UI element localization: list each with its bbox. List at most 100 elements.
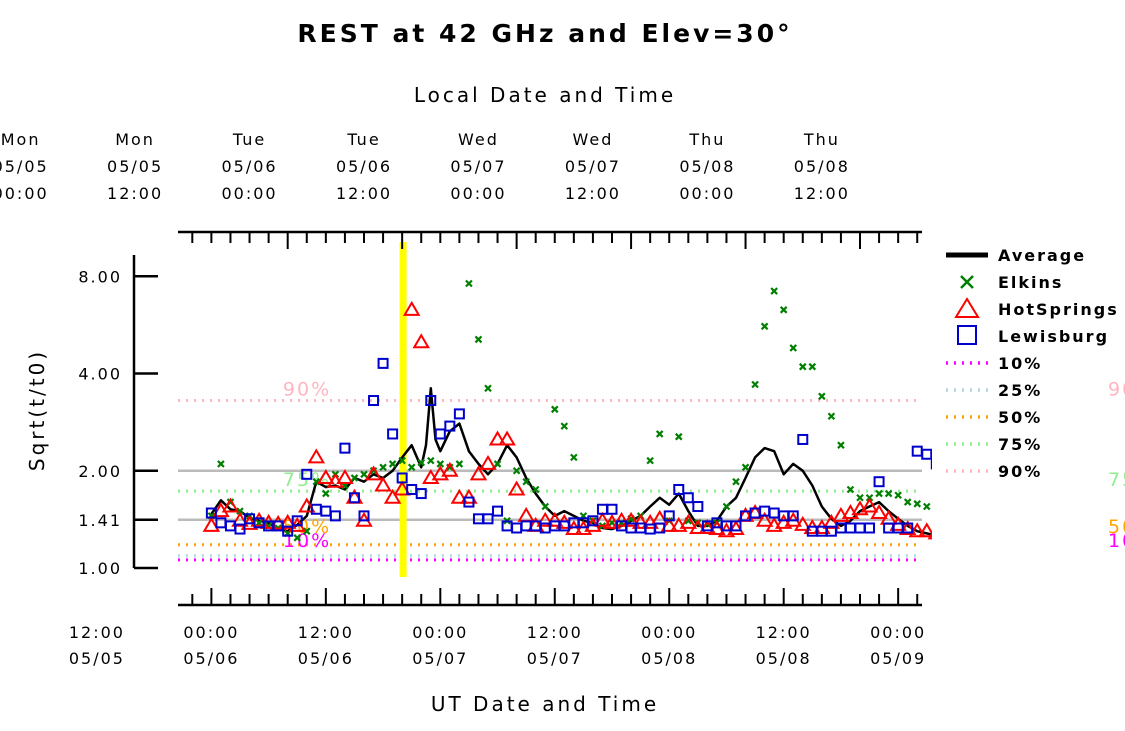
x-tick-date: 05/07 xyxy=(527,649,583,668)
lewisburg-point xyxy=(282,525,294,537)
elkins-point xyxy=(1115,254,1121,260)
elkins-point xyxy=(1029,508,1035,514)
data-series xyxy=(202,254,1125,542)
elkins-point xyxy=(465,279,473,288)
elkins-point xyxy=(789,344,798,352)
lewisburg-point xyxy=(682,492,694,504)
hotsprings-point xyxy=(498,430,516,446)
elkins-point xyxy=(512,466,521,475)
hotsprings-point xyxy=(412,333,430,349)
elkins-point xyxy=(560,422,569,430)
legend-item-percentile: 10% xyxy=(946,354,1042,373)
hotsprings-point xyxy=(231,511,249,527)
lewisburg-point xyxy=(463,496,475,508)
legend-label: 10% xyxy=(998,354,1042,373)
elkins-point xyxy=(570,453,578,462)
hotsprings-point xyxy=(441,461,459,477)
percentile-label: 50% xyxy=(283,516,331,538)
hotsprings-point xyxy=(918,522,932,538)
series-hotsprings xyxy=(202,273,1125,540)
elkins-point xyxy=(903,498,912,506)
elkins-point xyxy=(322,489,330,498)
hotsprings-point xyxy=(860,497,879,513)
elkins-point xyxy=(922,502,931,511)
lewisburg-point xyxy=(930,458,932,470)
hotsprings-point xyxy=(612,511,631,527)
legend-triangle-swatch xyxy=(954,297,980,318)
elkins-point xyxy=(1076,501,1082,507)
top-tick-day: Tue xyxy=(232,130,266,149)
lewisburg-point xyxy=(951,260,960,269)
hotsprings-point xyxy=(1111,273,1125,285)
hotsprings-point xyxy=(278,513,297,529)
hotsprings-point xyxy=(987,519,1001,531)
hotsprings-point xyxy=(374,476,392,492)
top-axis-title: Local Date and Time xyxy=(414,83,676,107)
elkins-point xyxy=(981,520,987,526)
x-tick-time: 00:00 xyxy=(412,623,468,642)
percentile-label: 10% xyxy=(1108,530,1125,552)
elkins-point xyxy=(674,432,683,441)
x-tick-date: 05/07 xyxy=(412,649,468,668)
lewisburg-point xyxy=(787,510,799,522)
x-tick-date: 05/06 xyxy=(298,649,354,668)
legend-item-percentile: 75% xyxy=(946,435,1040,454)
hotsprings-point xyxy=(1006,506,1020,518)
elkins-point xyxy=(426,456,435,465)
elkins-point xyxy=(770,287,778,295)
x-tick-date: 05/09 xyxy=(870,649,926,668)
elkins-point xyxy=(991,520,997,526)
legend-item-percentile: 90% xyxy=(946,462,1042,481)
legend-label: 90% xyxy=(998,462,1042,481)
legend-item-lewisburg: Lewisburg xyxy=(957,325,1109,346)
lewisburg-point xyxy=(911,445,923,457)
x-tick-time: 00:00 xyxy=(641,623,697,642)
y-tick-label: 1.00 xyxy=(78,559,122,578)
elkins-point xyxy=(417,458,426,467)
top-tick-time: 12:00 xyxy=(794,184,850,203)
hotsprings-point xyxy=(996,519,1010,531)
hotsprings-point xyxy=(507,480,526,496)
legend-label: Average xyxy=(998,246,1086,265)
top-tick-time: 00:00 xyxy=(450,184,506,203)
hotsprings-point xyxy=(774,513,793,529)
elkins-point xyxy=(779,306,788,314)
lewisburg-point xyxy=(730,520,742,532)
elkins-point xyxy=(808,362,817,371)
lewisburg-point xyxy=(482,513,494,525)
top-tick-time: 00:00 xyxy=(221,184,277,203)
hotsprings-point xyxy=(402,300,421,316)
x-tick-time: 00:00 xyxy=(183,623,239,642)
percentile-label: 50% xyxy=(1108,516,1125,538)
elkins-point xyxy=(751,380,759,389)
hotsprings-point xyxy=(939,526,953,538)
lewisburg-point xyxy=(844,522,856,534)
hotsprings-point xyxy=(948,526,962,538)
legend-label: Lewisburg xyxy=(998,327,1109,346)
top-tick-date: 05/07 xyxy=(565,157,621,176)
elkins-point xyxy=(722,502,731,511)
hotsprings-point xyxy=(689,519,707,534)
legend-item-average: Average xyxy=(946,246,1086,265)
lewisburg-point xyxy=(301,468,313,480)
elkins-point xyxy=(1095,442,1101,448)
x-tick-date: 05/06 xyxy=(183,649,239,668)
legend-square-swatch xyxy=(957,325,977,345)
lewisburg-point xyxy=(492,505,504,517)
lewisburg-point xyxy=(396,472,408,484)
top-tick-time: 00:00 xyxy=(0,184,49,203)
lewisburg-point xyxy=(606,503,618,515)
elkins-point xyxy=(1067,492,1073,498)
x-tick-time: 12:00 xyxy=(298,623,354,642)
percentile-label: 75% xyxy=(1108,469,1125,491)
hotsprings-point xyxy=(383,488,402,504)
elkins-point xyxy=(379,463,387,472)
top-tick-day: Wed xyxy=(572,130,613,149)
top-tick-date: 05/06 xyxy=(336,157,392,176)
top-tick-time: 12:00 xyxy=(107,184,163,203)
elkins-point xyxy=(388,460,397,468)
series-elkins xyxy=(207,254,1121,542)
hotsprings-point xyxy=(958,522,972,534)
hotsprings-point xyxy=(307,448,326,464)
